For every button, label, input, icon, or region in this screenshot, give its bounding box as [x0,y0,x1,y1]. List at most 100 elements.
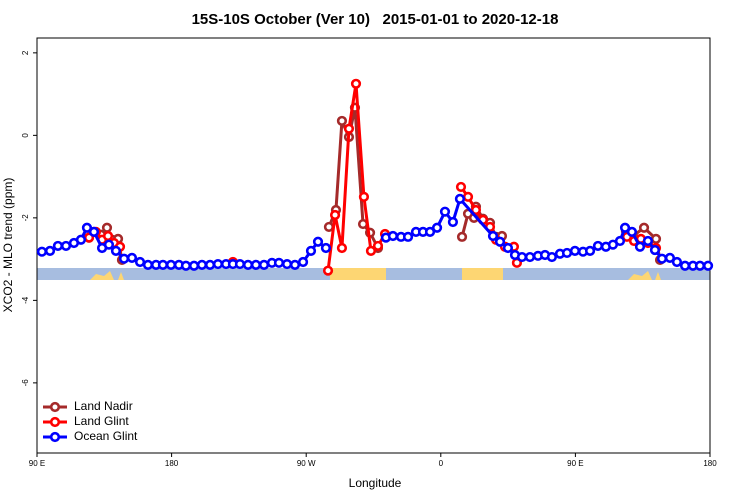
point [592,240,604,252]
legend-marker [49,401,61,413]
point [439,206,451,217]
point [323,221,335,233]
point [350,78,362,89]
point [387,230,399,242]
point [454,193,466,204]
point [702,260,714,271]
point [157,259,169,270]
x-tick-label: 0 [439,459,444,468]
point [234,258,246,270]
point [75,234,87,245]
point [614,235,626,247]
series [83,102,666,266]
point [656,253,668,264]
point [470,204,482,216]
land-band [330,268,386,280]
point [343,123,355,134]
point [447,216,459,228]
y-tick-label: -4 [21,296,30,304]
point [142,259,154,270]
land-patch [90,271,124,280]
point [188,260,200,271]
point [81,222,93,233]
y-tick-label: -2 [21,214,30,222]
x-tick-label: 90 W [297,459,316,468]
point [502,242,514,254]
point [494,236,506,247]
point [524,251,536,263]
point [36,246,48,257]
point [569,245,581,256]
point [134,256,146,268]
point [365,245,377,256]
point [619,222,631,233]
point [679,260,691,271]
point [402,231,414,242]
point [372,240,384,252]
point [642,235,654,247]
point [305,245,317,256]
point [546,251,558,263]
point [60,240,72,252]
x-axis-label: Longitude [349,476,402,490]
legend-marker [49,431,61,443]
point [671,256,683,268]
point [250,259,262,270]
point [204,259,216,270]
point [118,253,130,264]
point [694,260,706,271]
point [289,259,301,270]
point [626,226,638,237]
series [36,193,714,271]
point [322,265,334,276]
point [110,245,122,256]
point [242,259,254,270]
land-ocean-strip [37,268,710,280]
point [102,230,114,242]
series-line [87,107,662,261]
point [424,226,436,237]
point [336,115,348,127]
point [165,259,177,270]
point [258,259,270,270]
point [584,245,596,256]
point [273,257,285,268]
point [312,236,324,247]
legend-label: Land Glint [74,414,129,428]
plot-frame [36,37,711,454]
x-tick-label: 180 [165,459,179,468]
point [101,222,113,233]
chart-title: 15S-10S October (Ver 10) 2015-01-01 to 2… [192,11,559,28]
point [462,191,474,202]
point [88,226,100,237]
x-tick-label: 90 E [29,459,45,468]
point [455,181,467,193]
point [180,260,192,271]
point [638,222,650,233]
point [196,259,208,270]
point [358,191,370,202]
point [487,230,499,242]
series-line [88,83,657,271]
legend-label: Land Nadir [74,399,133,413]
point [329,209,341,221]
y-tick-label: -6 [21,379,30,387]
point [212,258,224,270]
x-tick-label: 180 [703,459,717,468]
legend-marker [49,416,61,428]
land-patch [628,271,661,280]
point [650,233,662,244]
point [297,256,309,268]
point [44,245,56,256]
point [126,252,138,263]
y-tick-label: 0 [21,133,30,138]
point [516,251,528,263]
y-axis-label: XCO2 - MLO trend (ppm) [1,178,15,313]
point [52,240,64,252]
point [431,222,443,233]
point [456,231,468,242]
y-tick-label: 2 [21,50,30,55]
point [281,258,293,270]
point [561,247,573,259]
